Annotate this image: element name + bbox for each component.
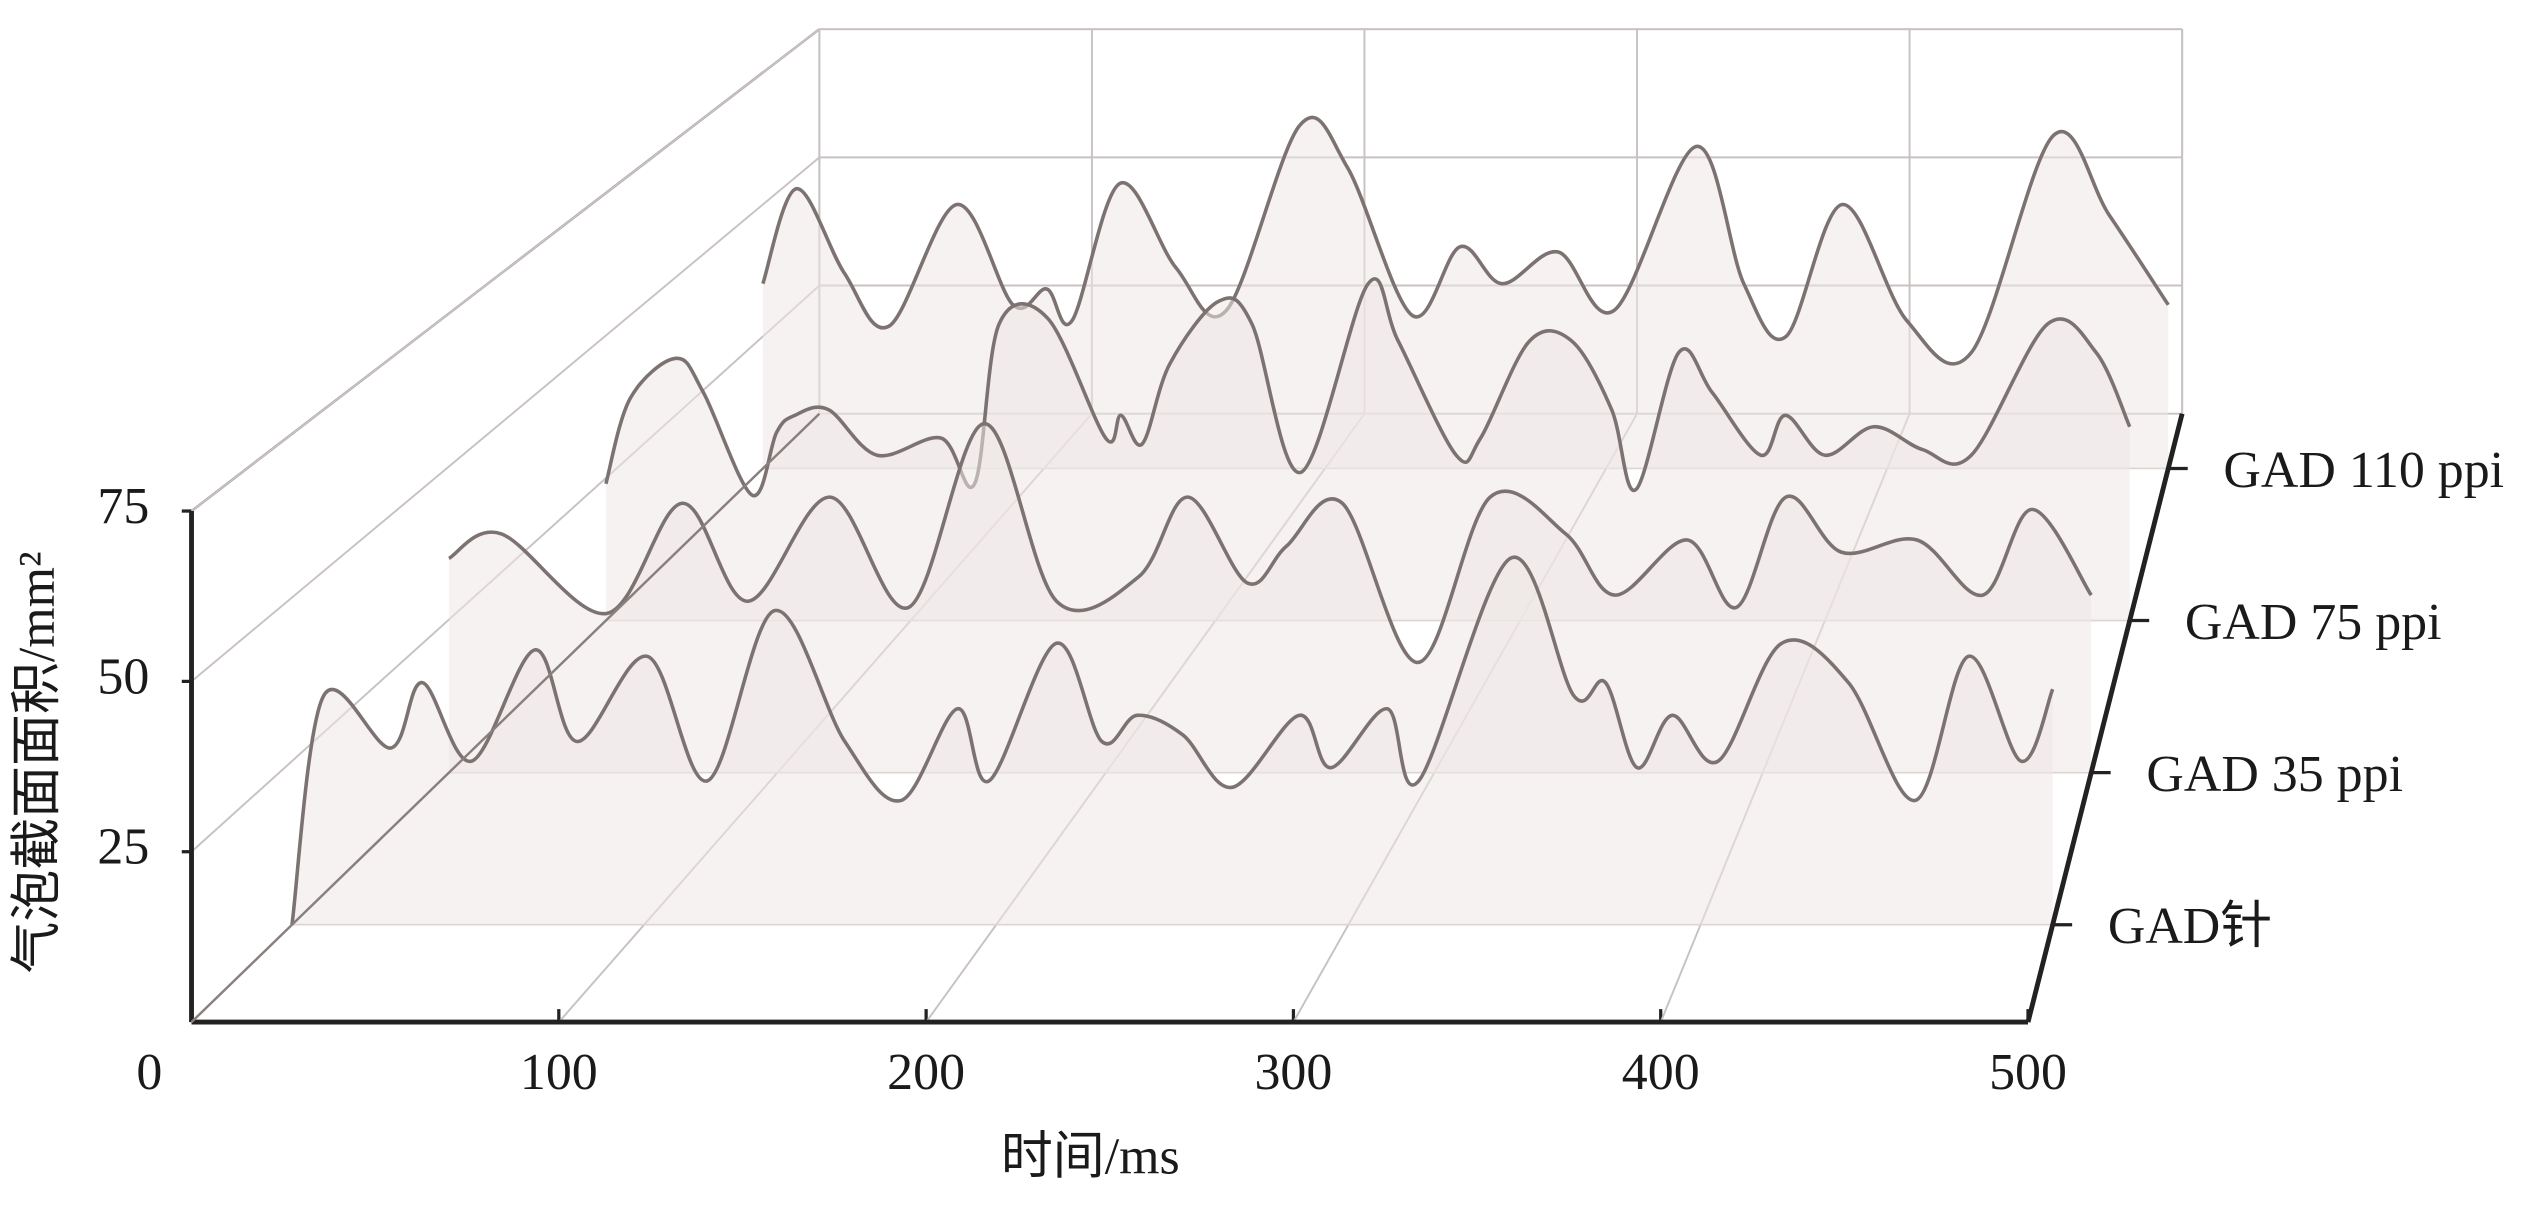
grid-line [190,28,820,512]
grid-line [190,156,820,683]
series-line [290,555,2055,925]
y-tick-label: 25 [97,819,149,876]
ribbon [762,117,2169,469]
x-tick-label: 400 [1622,1044,1700,1101]
series-line [604,277,2132,498]
depth-axis [2025,413,2185,1023]
series-line [447,421,2093,665]
legend-label: GAD 75 ppi [2185,594,2442,651]
y-tick-label: 75 [97,478,149,535]
ribbon [448,423,2092,773]
x-tick-label: 200 [887,1044,965,1101]
y-axis-title: 气泡截面面积/mm² [9,551,66,973]
depth-axis [190,412,821,1023]
y-tick-label: 50 [97,648,149,705]
legend-label: GAD 35 ppi [2146,746,2403,803]
x-tick-label: 500 [1989,1044,2067,1101]
x-tick-label: 300 [1254,1044,1332,1101]
legend-label: GAD 110 ppi [2223,442,2504,499]
x-axis-title: 时间/ms [1001,1129,1180,1186]
x-tick-label: 100 [520,1044,598,1101]
x-tick-label: 0 [136,1044,162,1101]
series-line [761,115,2170,366]
ribbon [291,557,2053,925]
legend-label: GAD针 [2108,898,2272,955]
